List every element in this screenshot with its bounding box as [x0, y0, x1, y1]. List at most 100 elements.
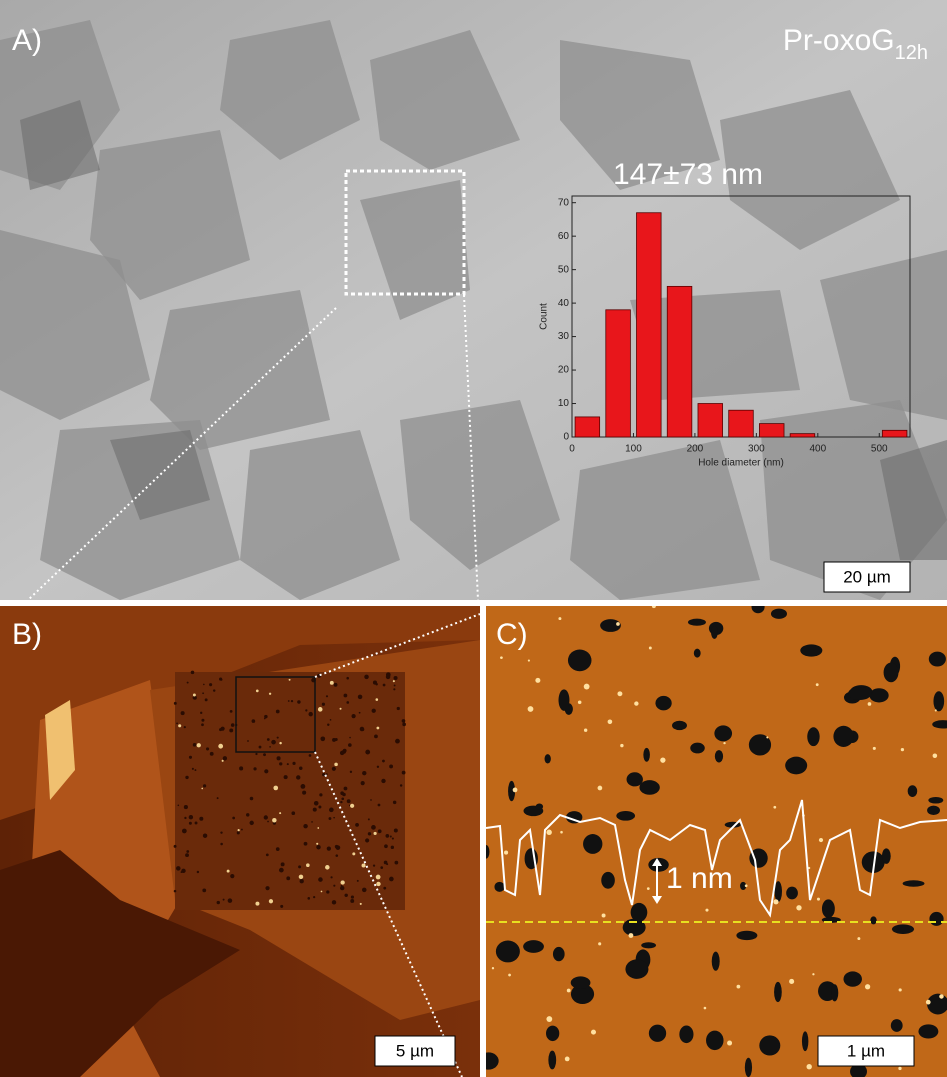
hole	[631, 903, 648, 922]
texture-spot	[868, 702, 872, 706]
texture-spot	[334, 763, 338, 767]
texture-spot	[350, 771, 352, 773]
texture-spot	[307, 897, 310, 900]
texture-spot	[271, 740, 276, 745]
texture-spot	[789, 979, 794, 984]
texture-spot	[578, 701, 582, 705]
texture-spot	[291, 811, 295, 815]
texture-spot	[201, 723, 204, 726]
texture-spot	[186, 850, 189, 853]
texture-spot	[316, 843, 318, 845]
texture-spot	[326, 890, 329, 893]
chart-title: 147±73 nm	[613, 158, 763, 191]
texture-spot	[201, 788, 203, 790]
hole	[833, 726, 853, 747]
texture-spot	[317, 827, 319, 829]
hole	[745, 1058, 752, 1077]
texture-spot	[567, 989, 571, 993]
texture-spot	[400, 784, 402, 786]
texture-spot	[386, 675, 391, 680]
x-axis-label: Hole diameter (nm)	[698, 458, 784, 469]
texture-spot	[269, 746, 271, 748]
texture-spot	[349, 737, 351, 739]
texture-spot	[796, 905, 801, 910]
hole	[771, 609, 787, 619]
texture-spot	[773, 806, 776, 809]
texture-spot	[381, 779, 385, 783]
hole	[496, 941, 520, 963]
texture-spot	[340, 886, 344, 890]
texture-spot	[246, 813, 249, 816]
hole	[641, 942, 656, 948]
texture-spot	[272, 818, 276, 822]
texture-spot	[203, 784, 206, 787]
texture-spot	[341, 797, 344, 800]
hole	[694, 649, 701, 658]
hole	[918, 1024, 938, 1038]
texture-spot	[241, 829, 243, 831]
bar	[790, 434, 815, 437]
texture-spot	[376, 698, 379, 701]
texture-spot	[184, 726, 186, 728]
texture-spot	[348, 743, 352, 747]
texture-spot	[382, 760, 385, 763]
x-tick-label: 400	[809, 444, 826, 455]
hole	[690, 743, 705, 754]
texture-spot	[773, 899, 778, 904]
texture-spot	[228, 898, 233, 903]
texture-spot	[817, 898, 820, 901]
texture-spot	[528, 706, 534, 712]
texture-spot	[213, 689, 215, 691]
hole	[523, 940, 544, 953]
texture-spot	[617, 691, 622, 696]
texture-spot	[327, 723, 329, 725]
texture-spot	[181, 869, 185, 873]
texture-spot	[184, 817, 186, 819]
hole	[822, 899, 835, 918]
y-tick-label: 40	[558, 298, 570, 309]
texture-spot	[322, 703, 325, 706]
texture-spot	[308, 712, 312, 716]
bar	[667, 286, 692, 437]
figure: A) Pr-oxoG12h 20 µm 147±73 nm01020304050…	[0, 0, 947, 1077]
texture-spot	[328, 817, 331, 820]
texture-spot	[723, 742, 725, 744]
hole	[786, 887, 798, 900]
texture-spot	[247, 740, 249, 742]
texture-spot	[362, 864, 366, 868]
bar	[637, 213, 662, 437]
texture-spot	[340, 791, 344, 795]
x-tick-label: 200	[687, 444, 704, 455]
hole	[800, 644, 822, 656]
texture-spot	[276, 847, 280, 851]
hole	[774, 982, 782, 1002]
texture-spot	[201, 719, 204, 722]
hole	[928, 797, 943, 804]
texture-spot	[376, 882, 380, 886]
hole	[903, 880, 925, 886]
texture-spot	[362, 888, 367, 893]
texture-spot	[926, 1000, 931, 1005]
texture-spot	[185, 776, 188, 779]
hole	[679, 1026, 693, 1044]
texture-spot	[332, 767, 336, 771]
texture-spot	[362, 771, 366, 775]
texture-spot	[546, 1016, 552, 1022]
texture-spot	[239, 766, 243, 770]
texture-spot	[333, 817, 335, 819]
texture-spot	[309, 754, 312, 757]
texture-spot	[389, 877, 394, 882]
texture-spot	[277, 737, 279, 739]
texture-spot	[360, 903, 362, 905]
texture-spot	[819, 838, 823, 842]
texture-spot	[333, 885, 335, 887]
hole	[616, 811, 635, 821]
texture-spot	[284, 775, 288, 779]
texture-spot	[616, 622, 620, 626]
texture-spot	[384, 861, 388, 865]
texture-spot	[185, 853, 189, 857]
texture-spot	[364, 675, 369, 680]
hole	[715, 750, 723, 762]
texture-spot	[335, 738, 338, 741]
texture-spot	[220, 679, 222, 681]
